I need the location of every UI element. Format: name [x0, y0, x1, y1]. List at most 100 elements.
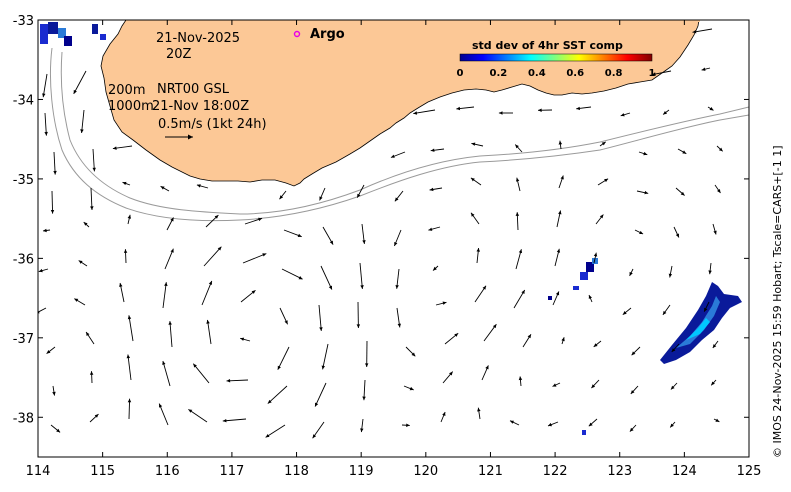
current-arrow — [677, 148, 687, 155]
current-arrow — [356, 184, 365, 198]
current-arrow — [46, 346, 56, 354]
current-arrow — [196, 184, 209, 189]
current-arrow — [588, 294, 593, 303]
current-arrow — [481, 365, 489, 381]
current-arrow — [240, 337, 251, 342]
current-arrow — [558, 175, 564, 189]
current-arrow — [206, 319, 212, 345]
x-tick-label: 121 — [478, 464, 503, 479]
current-arrow — [456, 106, 475, 111]
current-arrow — [593, 340, 602, 348]
current-arrow — [201, 280, 213, 306]
current-arrow — [442, 371, 454, 384]
current-arrow — [561, 337, 565, 345]
scale-label: 0.5m/s (1kt 24h) — [158, 117, 267, 132]
current-arrow — [362, 379, 366, 401]
current-arrow — [701, 67, 711, 71]
current-arrow — [394, 190, 404, 202]
current-arrow — [591, 379, 600, 389]
colorbar-tick-label: 0.8 — [605, 68, 623, 79]
current-arrow — [242, 253, 267, 264]
current-arrow — [405, 346, 416, 357]
current-arrow — [547, 421, 559, 427]
current-arrow — [127, 315, 134, 342]
current-arrow — [620, 112, 631, 117]
current-arrow — [662, 109, 670, 115]
current-arrow — [668, 265, 673, 278]
current-arrow — [393, 229, 402, 247]
current-arrow — [518, 376, 523, 387]
current-arrow — [38, 268, 49, 273]
current-arrow — [73, 70, 87, 95]
current-arrow — [629, 268, 634, 277]
colorbar-tick-label: 0.6 — [566, 68, 584, 79]
x-tick-label: 117 — [219, 464, 244, 479]
current-arrow — [360, 418, 364, 433]
current-arrow — [515, 212, 520, 231]
current-arrow — [597, 178, 609, 186]
current-arrow — [576, 106, 592, 111]
current-arrow — [713, 418, 720, 423]
current-arrow — [164, 248, 174, 270]
current-arrow — [670, 382, 678, 390]
time-label: 20Z — [166, 47, 192, 62]
current-arrow — [162, 282, 168, 309]
current-arrow — [119, 282, 125, 303]
current-arrow — [321, 343, 329, 370]
current-arrow — [630, 385, 639, 395]
current-arrow — [430, 148, 445, 152]
current-arrow — [320, 265, 333, 290]
current-arrow — [471, 142, 484, 147]
current-arrow — [428, 226, 441, 231]
current-arrow — [703, 301, 710, 312]
current-arrow — [552, 382, 561, 387]
current-arrow — [90, 187, 94, 211]
current-arrow — [396, 307, 401, 328]
current-arrow — [50, 424, 61, 433]
product-time-label: 21-Nov 18:00Z — [152, 99, 249, 114]
argo-marker — [293, 30, 301, 38]
current-arrow — [556, 210, 562, 228]
current-arrows — [38, 28, 724, 439]
x-tick-label: 116 — [155, 464, 180, 479]
isobath-1000m — [49, 47, 749, 222]
current-arrow — [74, 298, 86, 306]
current-arrow — [707, 106, 714, 111]
current-arrow — [222, 418, 247, 423]
current-arrow — [470, 177, 482, 186]
colorbar-tick-label: 0.2 — [490, 68, 508, 79]
current-arrow — [158, 403, 169, 426]
current-arrow — [483, 323, 497, 342]
colorbar-gradient — [459, 53, 653, 62]
current-arrow — [634, 229, 644, 235]
current-arrow — [429, 187, 443, 192]
current-arrow — [112, 145, 133, 150]
colorbar-tick-label: 0.4 — [528, 68, 546, 79]
current-arrow — [498, 111, 513, 115]
current-arrow — [554, 248, 561, 267]
current-arrow — [356, 301, 361, 329]
current-arrow — [671, 343, 680, 353]
credit-label: © IMOS 24-Nov-2025 15:59 Hobart; Tscale=… — [771, 146, 784, 458]
current-arrow — [322, 226, 334, 245]
current-arrow — [669, 421, 676, 428]
current-arrow — [622, 307, 632, 316]
current-arrow — [244, 217, 263, 225]
current-arrow — [319, 187, 326, 201]
depth-label-200: 200m — [108, 83, 145, 98]
date-label: 21-Nov-2025 — [156, 31, 240, 46]
current-arrow — [395, 268, 400, 289]
y-tick-label: -34 — [13, 93, 34, 108]
x-tick-label: 124 — [672, 464, 697, 479]
product-label: NRT00 GSL — [157, 82, 230, 97]
depth-label-1000: 1000m — [108, 99, 154, 114]
colorbar: std dev of 4hr SST comp 0 0.2 0.4 0.6 0.8 1 — [457, 39, 656, 79]
current-arrow — [390, 151, 406, 158]
current-arrow — [188, 409, 208, 423]
current-arrow — [710, 379, 717, 386]
current-arrow — [127, 214, 131, 225]
current-arrow — [692, 28, 713, 34]
current-arrow — [714, 184, 721, 194]
y-tick-label: -37 — [13, 332, 34, 347]
